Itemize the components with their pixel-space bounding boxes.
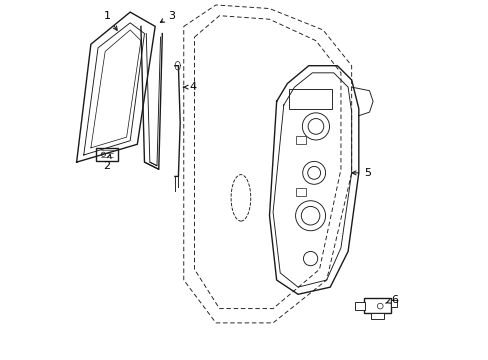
Text: 3: 3 [160,11,174,22]
Circle shape [301,206,319,225]
FancyBboxPatch shape [370,313,383,319]
Circle shape [377,303,382,309]
Circle shape [101,152,105,157]
Circle shape [302,161,325,184]
FancyBboxPatch shape [96,148,118,161]
FancyBboxPatch shape [354,302,364,310]
Circle shape [307,166,320,179]
FancyBboxPatch shape [296,136,305,144]
Circle shape [295,201,325,231]
Text: 4: 4 [183,82,196,92]
FancyBboxPatch shape [390,300,397,307]
Text: 6: 6 [385,295,397,305]
FancyBboxPatch shape [364,298,390,313]
Circle shape [303,251,317,266]
Circle shape [307,118,323,134]
Text: 2: 2 [103,154,111,171]
Text: 5: 5 [351,168,370,178]
FancyBboxPatch shape [296,188,305,196]
Text: 1: 1 [103,11,117,30]
Circle shape [302,113,329,140]
Ellipse shape [231,175,250,221]
FancyBboxPatch shape [288,89,331,109]
